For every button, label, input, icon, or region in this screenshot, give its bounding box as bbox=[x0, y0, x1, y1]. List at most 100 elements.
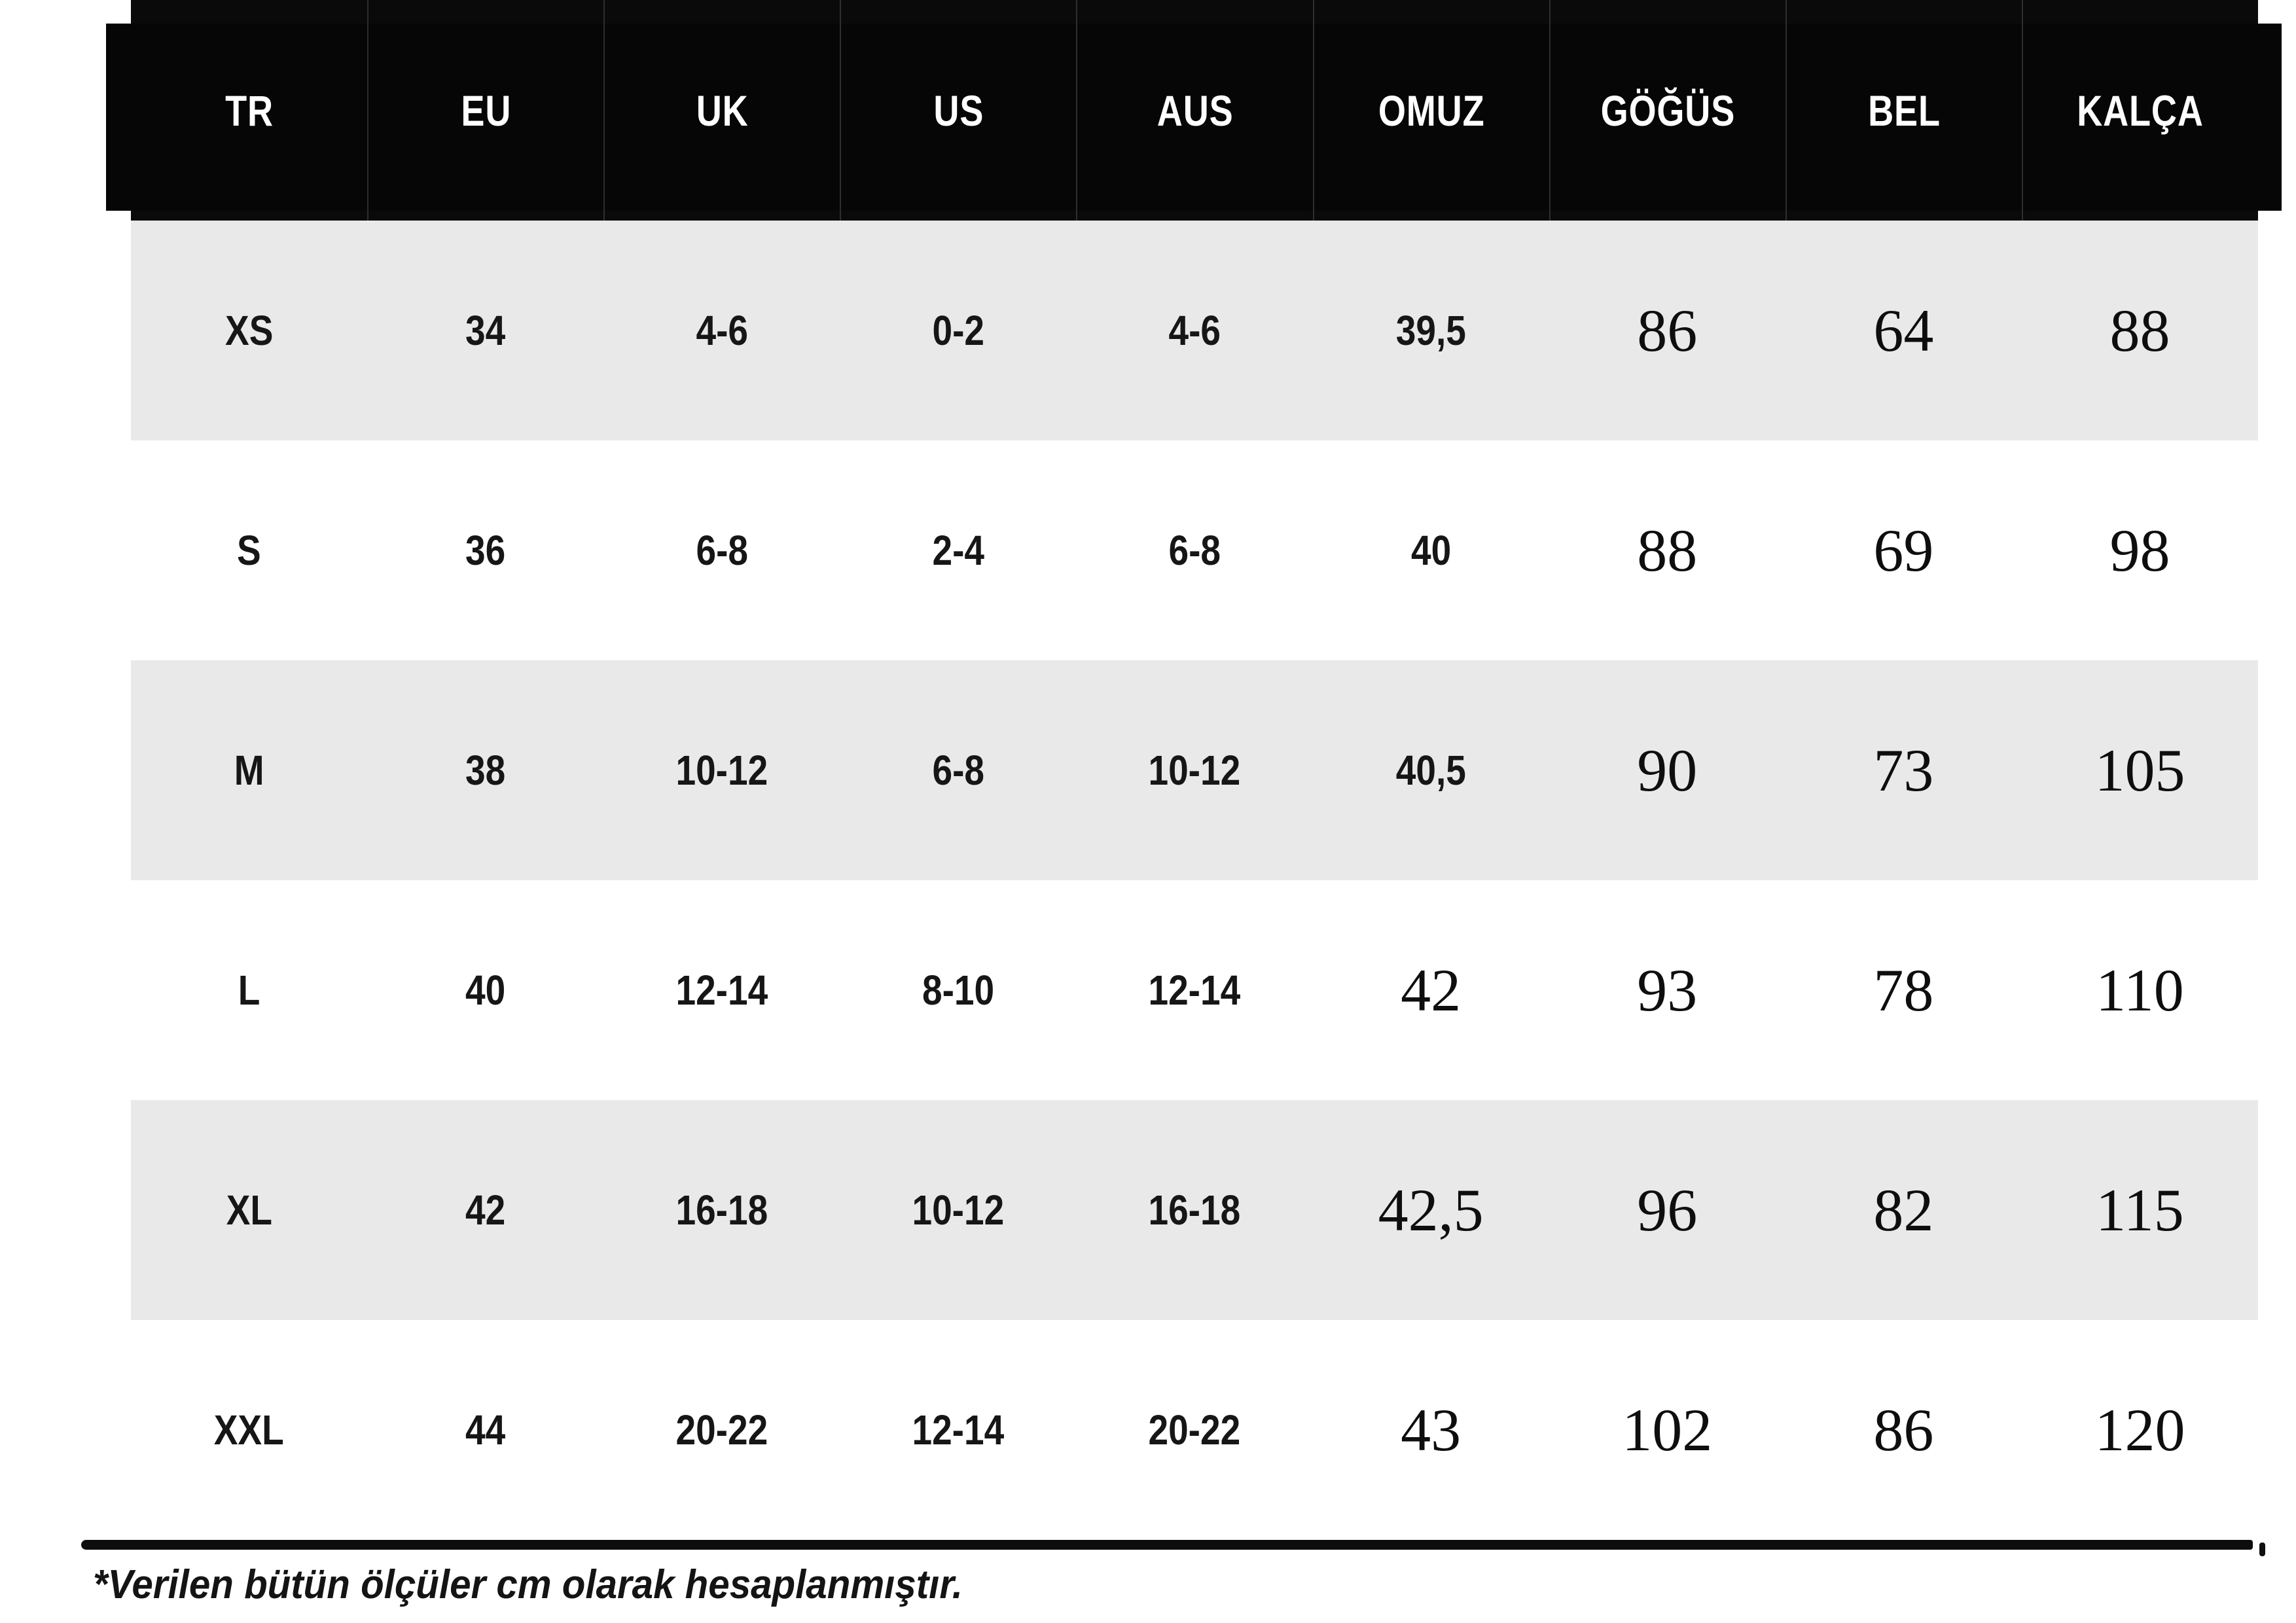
table-body: XS 34 4-6 0-2 4-6 39,5 86 64 88 S 36 6-8 2-4 6-8 40 88 6… bbox=[131, 221, 2258, 1540]
table-cell-value: 10-12 bbox=[1148, 747, 1241, 794]
table-cell-value: 44 bbox=[465, 1406, 506, 1454]
table-cell: 44 bbox=[367, 1320, 603, 1540]
table-cell: 69 bbox=[1785, 440, 2022, 660]
header-cell-us: US bbox=[840, 0, 1076, 221]
table-cell-value: 42 bbox=[1401, 957, 1462, 1024]
table-cell: 86 bbox=[1785, 1320, 2022, 1540]
table-cell-value: 102 bbox=[1622, 1397, 1713, 1463]
table-cell: 42,5 bbox=[1313, 1100, 1549, 1320]
table-cell-value: S bbox=[237, 527, 261, 574]
table-cell-value: 20-22 bbox=[1148, 1406, 1241, 1454]
table-cell: 8-10 bbox=[840, 880, 1076, 1100]
table-cell: 73 bbox=[1785, 660, 2022, 880]
table-cell-value: 93 bbox=[1637, 957, 1698, 1024]
table-cell: 93 bbox=[1549, 880, 1785, 1100]
measurements-footnote: *Verilen bütün ölçüler cm olarak hesapla… bbox=[93, 1562, 963, 1607]
table-cell: 10-12 bbox=[1076, 660, 1312, 880]
table-row-xl: XL 42 16-18 10-12 16-18 42,5 96 82 115 bbox=[131, 1100, 2258, 1320]
table-cell: 110 bbox=[2022, 880, 2258, 1100]
table-row-xs: XS 34 4-6 0-2 4-6 39,5 86 64 88 bbox=[131, 221, 2258, 440]
table-cell-value: XXL bbox=[214, 1406, 285, 1454]
table-cell-value: 120 bbox=[2094, 1397, 2185, 1463]
table-cell: XS bbox=[131, 221, 367, 440]
header-cell-göğüs: GÖĞÜS bbox=[1549, 0, 1785, 221]
table-cell: 88 bbox=[1549, 440, 1785, 660]
table-cell-value: 90 bbox=[1637, 737, 1698, 804]
table-cell: 120 bbox=[2022, 1320, 2258, 1540]
table-cell-value: 43 bbox=[1401, 1397, 1462, 1463]
table-cell-value: 10-12 bbox=[912, 1186, 1005, 1234]
table-cell: S bbox=[131, 440, 367, 660]
table-cell: 40 bbox=[1313, 440, 1549, 660]
divider-line-tick bbox=[2259, 1543, 2265, 1556]
table-cell: 34 bbox=[367, 221, 603, 440]
table-cell: 4-6 bbox=[1076, 221, 1312, 440]
table-cell: 64 bbox=[1785, 221, 2022, 440]
table-cell: L bbox=[131, 880, 367, 1100]
table-cell-value: 105 bbox=[2094, 737, 2185, 804]
table-cell: 16-18 bbox=[603, 1100, 840, 1320]
table-cell-value: 12-14 bbox=[1148, 967, 1241, 1014]
table-cell: 10-12 bbox=[840, 1100, 1076, 1320]
table-cell-value: 6-8 bbox=[932, 747, 984, 794]
table-cell: 42 bbox=[1313, 880, 1549, 1100]
table-cell: 6-8 bbox=[1076, 440, 1312, 660]
table-cell-value: 36 bbox=[465, 527, 506, 574]
header-cell-tr: TR bbox=[131, 0, 367, 221]
table-cell-value: XS bbox=[224, 307, 274, 354]
table-cell: 115 bbox=[2022, 1100, 2258, 1320]
table-cell: 40 bbox=[367, 880, 603, 1100]
table-cell: 96 bbox=[1549, 1100, 1785, 1320]
table-cell-value: M bbox=[234, 747, 264, 794]
table-cell: 78 bbox=[1785, 880, 2022, 1100]
table-cell-value: 98 bbox=[2109, 517, 2170, 584]
table-cell-value: 0-2 bbox=[932, 307, 984, 354]
table-header-row: TR EU UK US AUS OMUZ GÖĞÜS BEL KALÇA bbox=[106, 0, 2282, 221]
table-cell: 40,5 bbox=[1313, 660, 1549, 880]
table-cell-value: 34 bbox=[465, 307, 506, 354]
table-cell-value: XL bbox=[226, 1186, 272, 1234]
header-cell-bel: BEL bbox=[1785, 0, 2022, 221]
table-cell-value: 115 bbox=[2096, 1177, 2184, 1243]
table-cell: 86 bbox=[1549, 221, 1785, 440]
table-cell-value: 69 bbox=[1873, 517, 1934, 584]
table-cell-value: 86 bbox=[1637, 297, 1698, 364]
size-chart-table: TR EU UK US AUS OMUZ GÖĞÜS BEL KALÇA XS 34 4-6 0-2 4… bbox=[106, 0, 2282, 1540]
table-cell: 16-18 bbox=[1076, 1100, 1312, 1320]
header-cell-label: BEL bbox=[1867, 86, 1941, 135]
table-row-m: M 38 10-12 6-8 10-12 40,5 90 73 105 bbox=[131, 660, 2258, 880]
table-cell-value: 96 bbox=[1637, 1177, 1698, 1243]
table-cell-value: 78 bbox=[1873, 957, 1934, 1024]
table-cell-value: 6-8 bbox=[1168, 527, 1221, 574]
table-cell-value: 88 bbox=[2109, 297, 2170, 364]
table-cell-value: 2-4 bbox=[932, 527, 984, 574]
table-cell-value: 8-10 bbox=[922, 967, 994, 1014]
table-row-s: S 36 6-8 2-4 6-8 40 88 69 98 bbox=[131, 440, 2258, 660]
header-cell-label: AUS bbox=[1157, 86, 1234, 135]
table-cell: 102 bbox=[1549, 1320, 1785, 1540]
table-cell-value: 64 bbox=[1873, 297, 1934, 364]
table-cell-value: 42,5 bbox=[1378, 1177, 1484, 1243]
table-cell-value: 12-14 bbox=[912, 1406, 1005, 1454]
table-cell: 6-8 bbox=[603, 440, 840, 660]
table-cell-value: 6-8 bbox=[695, 527, 748, 574]
table-row-l: L 40 12-14 8-10 12-14 42 93 78 110 bbox=[131, 880, 2258, 1100]
header-cell-label: EU bbox=[461, 86, 512, 135]
table-cell: 10-12 bbox=[603, 660, 840, 880]
table-cell-value: 40 bbox=[465, 967, 506, 1014]
header-cell-label: KALÇA bbox=[2077, 86, 2204, 135]
table-cell: 88 bbox=[2022, 221, 2258, 440]
header-cell-uk: UK bbox=[603, 0, 840, 221]
header-cell-label: US bbox=[933, 86, 984, 135]
table-cell: 0-2 bbox=[840, 221, 1076, 440]
header-cell-label: OMUZ bbox=[1378, 86, 1485, 135]
table-cell: 90 bbox=[1549, 660, 1785, 880]
table-cell: 38 bbox=[367, 660, 603, 880]
table-cell: 2-4 bbox=[840, 440, 1076, 660]
table-cell: 20-22 bbox=[603, 1320, 840, 1540]
table-cell-value: 10-12 bbox=[675, 747, 768, 794]
table-cell: 105 bbox=[2022, 660, 2258, 880]
table-cell: XXL bbox=[131, 1320, 367, 1540]
table-cell: M bbox=[131, 660, 367, 880]
